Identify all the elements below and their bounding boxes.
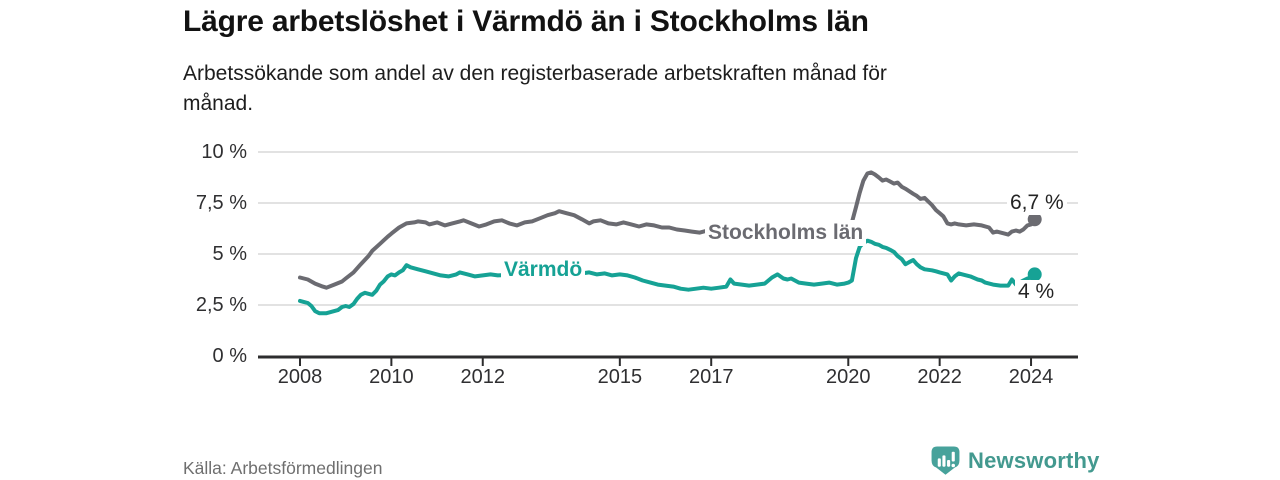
- x-tick-label: 2024: [1008, 366, 1054, 388]
- newsworthy-wordmark: Newsworthy: [968, 447, 1100, 473]
- x-tick-label: 2010: [369, 366, 414, 388]
- x-tick-label: 2017: [688, 366, 734, 388]
- y-tick-label: 5 %: [212, 243, 247, 265]
- newsworthy-logo-icon: [931, 446, 960, 475]
- x-tick-label: 2022: [917, 366, 962, 388]
- y-tick-label: 7,5 %: [195, 192, 247, 214]
- series-label-varmdo: Värmdö: [501, 257, 586, 283]
- end-value-varmdo: 4 %: [1015, 280, 1058, 304]
- y-tick-label: 10 %: [201, 141, 247, 163]
- y-tick-label: 0 %: [212, 345, 247, 367]
- series-end-dot-stockholms-lan: [1027, 212, 1042, 227]
- newsworthy-logo: Newsworthy: [930, 445, 1100, 476]
- end-value-stockholms-lan: 6,7 %: [1007, 191, 1067, 215]
- page-subtitle: Arbetssökande som andel av den registerb…: [183, 62, 887, 115]
- x-tick-label: 2008: [277, 366, 323, 388]
- series-line-stockholms-lan: [298, 170, 1037, 290]
- source-note: Källa: Arbetsförmedlingen: [183, 458, 383, 478]
- x-tick-label: 2020: [826, 366, 871, 388]
- y-tick-label: 2,5 %: [195, 294, 247, 316]
- series-label-stockholms-lan: Stockholms län: [705, 220, 867, 246]
- page-title: Lägre arbetslöshet i Värmdö än i Stockho…: [183, 5, 869, 38]
- x-tick-label: 2015: [597, 366, 643, 388]
- x-tick-label: 2012: [460, 366, 506, 388]
- series-line-varmdo: [298, 238, 1037, 316]
- series-end-dot-varmdo: [1027, 267, 1042, 282]
